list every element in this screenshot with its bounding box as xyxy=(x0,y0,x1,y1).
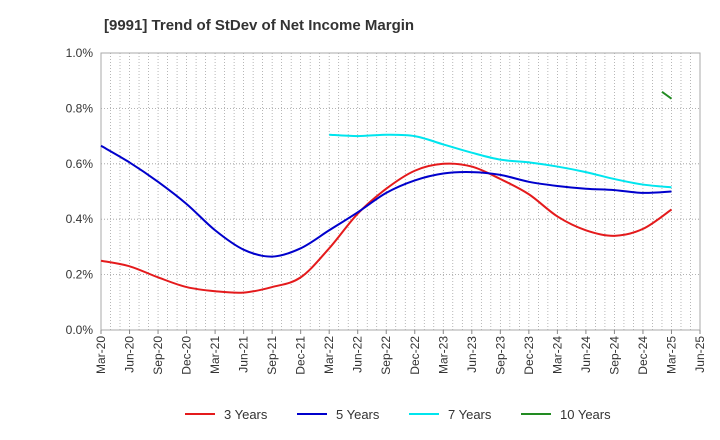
series-line-3-years xyxy=(100,162,673,294)
y-tick-label: 0.2% xyxy=(66,268,94,282)
x-tick-label: Jun-21 xyxy=(237,336,251,373)
series-line-5-years xyxy=(100,144,672,258)
x-tick-label: Mar-24 xyxy=(550,336,564,374)
x-tick-label: Sep-23 xyxy=(493,336,507,375)
x-tick-label: Mar-23 xyxy=(436,336,450,374)
y-tick-label: 1.0% xyxy=(66,46,94,60)
x-tick-label: Dec-24 xyxy=(636,336,650,375)
plot-border xyxy=(100,52,701,331)
x-tick-label: Sep-22 xyxy=(379,336,393,375)
x-tick-label: Sep-20 xyxy=(151,336,165,375)
y-tick-label: 0.0% xyxy=(66,323,94,337)
x-tick-label: Jun-20 xyxy=(123,336,137,373)
y-tick-label: 0.8% xyxy=(66,101,94,115)
x-tick-label: Dec-21 xyxy=(294,336,308,375)
x-tick-label: Jun-23 xyxy=(465,336,479,373)
x-axis: Mar-20 Jun-20 Sep-20 Dec-20 Mar-21 Jun-21 Sep-… xyxy=(94,330,707,375)
legend: 3 Years 5 Years 7 Years 10 Years xyxy=(185,407,611,422)
y-tick-label: 0.6% xyxy=(66,157,94,171)
grid xyxy=(100,52,701,331)
x-tick-label: Mar-21 xyxy=(208,336,222,374)
x-tick-label: Dec-22 xyxy=(408,336,422,375)
legend-label-3-years: 3 Years xyxy=(224,407,268,422)
x-tick-label: Mar-25 xyxy=(664,336,678,374)
plot-area xyxy=(100,90,673,294)
x-tick-label: Jun-24 xyxy=(579,336,593,373)
legend-label-5-years: 5 Years xyxy=(336,407,380,422)
x-tick-label: Sep-21 xyxy=(265,336,279,375)
series-line-10-years xyxy=(661,90,673,100)
x-tick-label: Jun-22 xyxy=(351,336,365,373)
x-tick-label: Jun-25 xyxy=(693,336,707,373)
legend-label-10-years: 10 Years xyxy=(560,407,611,422)
x-tick-label: Mar-22 xyxy=(322,336,336,374)
legend-label-7-years: 7 Years xyxy=(448,407,492,422)
series-line-7-years xyxy=(329,133,672,189)
y-axis: 0.0% 0.2% 0.4% 0.6% 0.8% 1.0% xyxy=(66,46,94,337)
chart-title: [9991] Trend of StDev of Net Income Marg… xyxy=(104,17,414,34)
x-tick-label: Mar-20 xyxy=(94,336,108,374)
x-tick-label: Dec-20 xyxy=(180,336,194,375)
x-tick-label: Dec-23 xyxy=(522,336,536,375)
y-tick-label: 0.4% xyxy=(66,212,94,226)
x-tick-label: Sep-24 xyxy=(607,336,621,375)
